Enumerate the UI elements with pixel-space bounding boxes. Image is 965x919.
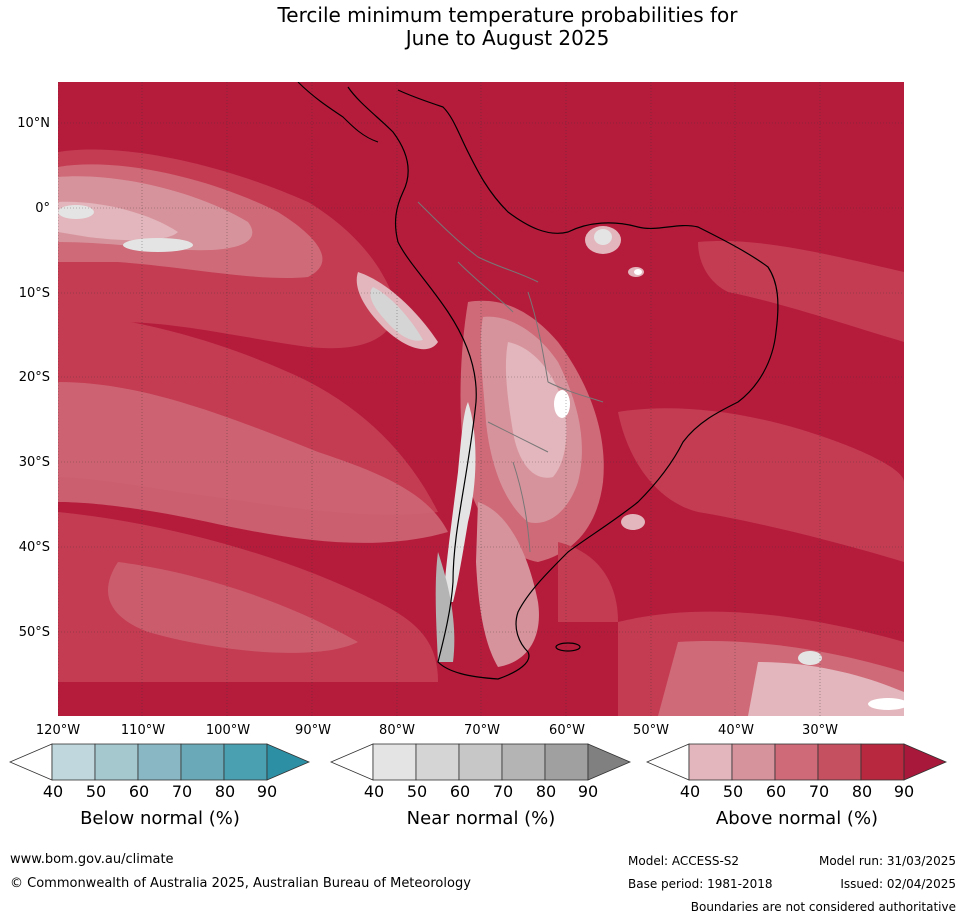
legend-above-cell-5 [860,743,905,781]
legend-near-tick-90: 90 [577,782,599,801]
lon-label-50w: 50°W [633,723,669,738]
probability-map-svg [58,82,904,716]
legend-below-tick-90: 90 [256,782,278,801]
footer-issued: Issued: 02/04/2025 [840,877,956,891]
lat-label-40s: 40°S [18,540,50,555]
legend-near-normal-bar [330,743,632,781]
legend-below-tick-80: 80 [214,782,236,801]
legend-above-tick-50: 50 [722,782,744,801]
footer-base-period: Base period: 1981-2018 [628,877,773,891]
legend-near-cell-3 [458,743,503,781]
lon-label-40w: 40°W [718,723,754,738]
country-borders [417,201,604,553]
legend-above-cell-2 [731,743,776,781]
footer-model: Model: ACCESS-S2 [628,854,740,868]
lon-label-100w: 100°W [205,723,251,738]
peru-coast-shading [356,272,438,350]
legend-near-cell-5 [544,743,589,781]
legend-below-cell-6 [266,743,311,781]
legend-near-label: Near normal (%) [406,808,556,829]
legend-above-cell-4 [817,743,862,781]
lon-label-90w: 90°W [295,723,331,738]
southern-shading [476,502,904,716]
legend-near-cell-2 [415,743,460,781]
lon-label-80w: 80°W [379,723,415,738]
legend-above-tick-80: 80 [851,782,873,801]
lat-label-20s: 20°S [18,370,50,385]
interior-shading [435,300,604,662]
footer-copyright: © Commonwealth of Australia 2025, Austra… [10,876,471,891]
legend-above-tick-60: 60 [765,782,787,801]
legend-above-cell-1 [688,743,733,781]
legend-near-cell-4 [501,743,546,781]
lat-label-10s: 10°S [18,286,50,301]
legend-below-cell-2 [94,743,139,781]
legend-above-label: Above normal (%) [715,808,879,829]
map-title: Tercile minimum temperature probabilitie… [0,4,965,50]
legend-near-cell-1 [372,743,417,781]
legend-below-cell-0 [9,743,53,781]
legend-near-tick-80: 80 [535,782,557,801]
legend-above-tick-70: 70 [808,782,830,801]
legend-near-tick-70: 70 [492,782,514,801]
legend-below-cell-4 [180,743,225,781]
legend-near-tick-60: 60 [449,782,471,801]
legend-below-normal-bar [9,743,311,781]
lat-label-10n: 10°N [17,116,50,131]
legend-above-normal-bar [646,743,948,781]
lon-label-120w: 120°W [35,723,81,738]
legend-below-tick-70: 70 [171,782,193,801]
legend-below-tick-50: 50 [85,782,107,801]
graticule [58,82,904,716]
legend-below-cell-1 [51,743,96,781]
lon-label-110w: 110°W [120,723,166,738]
pacific-shading [58,149,448,682]
lon-label-60w: 60°W [549,723,585,738]
legend-above-cell-0 [646,743,690,781]
falklands-outline [555,642,581,652]
legend-below-cell-3 [137,743,182,781]
legend-near-cell-6 [587,743,632,781]
legend-near-cell-0 [330,743,374,781]
lat-label-0: 0° [35,201,50,216]
footer-website: www.bom.gov.au/climate [10,852,174,867]
legend-below-tick-60: 60 [128,782,150,801]
atlantic-shading [585,226,904,562]
footer-model-run: Model run: 31/03/2025 [818,854,956,868]
legend-above-cell-6 [903,743,948,781]
lon-label-70w: 70°W [464,723,500,738]
south-america-coastline [347,86,779,680]
lat-label-50s: 50°S [18,625,50,640]
legend-near-tick-50: 50 [406,782,428,801]
map-title-line2: June to August 2025 [405,26,610,50]
legend-below-label: Below normal (%) [80,808,240,829]
lon-label-30w: 30°W [802,723,838,738]
legend-below-cell-5 [223,743,268,781]
legend-near-tick-40: 40 [363,782,385,801]
central-america-coastline [297,82,379,143]
lat-label-30s: 30°S [18,455,50,470]
map-title-line1: Tercile minimum temperature probabilitie… [277,3,738,27]
legend-below-tick-40: 40 [42,782,64,801]
footer-disclaimer: Boundaries are not considered authoritat… [690,900,956,914]
legend-above-tick-40: 40 [679,782,701,801]
legend-above-tick-90: 90 [893,782,915,801]
probability-map [58,82,904,716]
legend-above-cell-3 [774,743,819,781]
